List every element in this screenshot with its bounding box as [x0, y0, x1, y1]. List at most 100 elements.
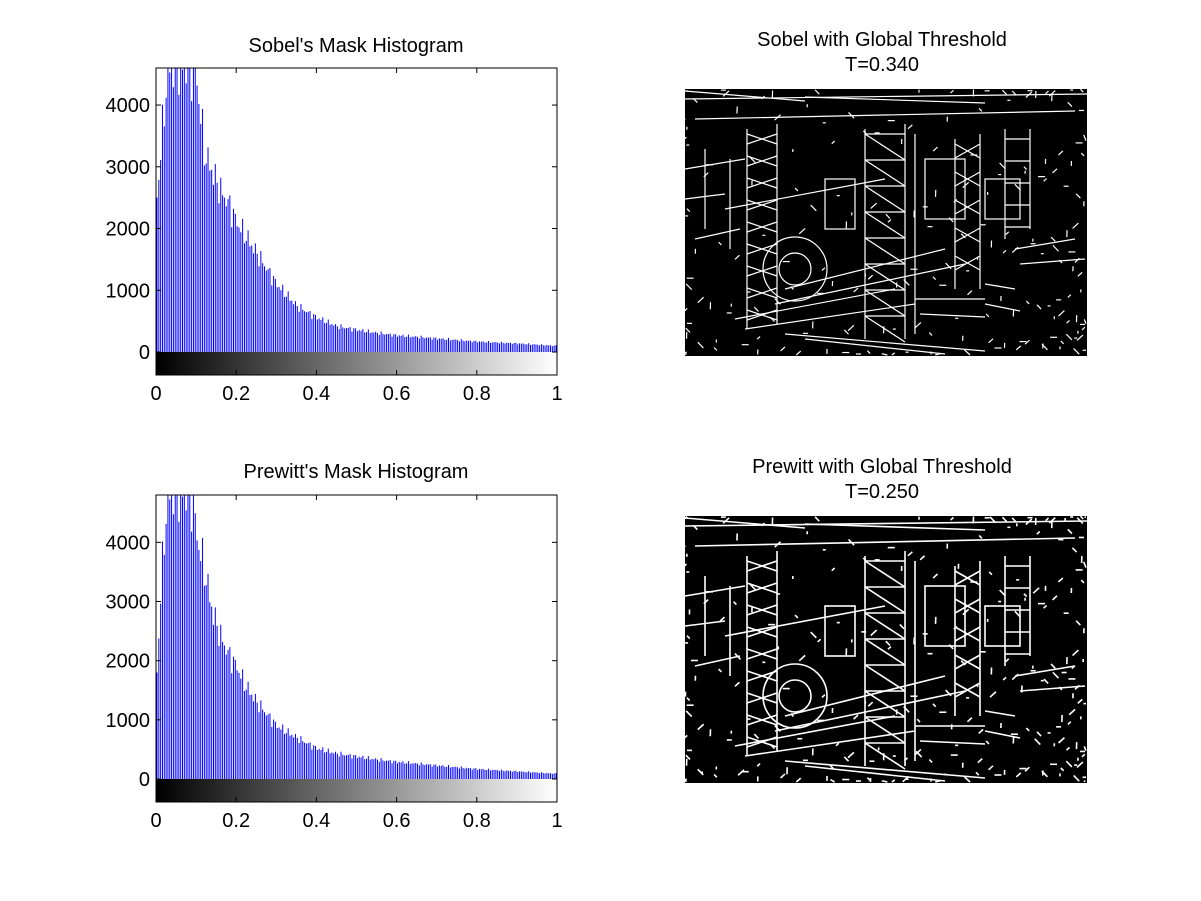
edge-line [774, 541, 782, 548]
edge-line [719, 616, 726, 622]
edge-line [1014, 238, 1076, 250]
edge-line [686, 635, 691, 640]
edge-line [703, 599, 709, 605]
edge-line [1048, 90, 1056, 97]
edge-line [1015, 345, 1022, 351]
edge-line [1025, 727, 1030, 732]
edge-line [733, 601, 737, 606]
edge-line [975, 771, 980, 776]
sobel-histogram-panel: Sobel's Mask Histogram 0 1000 2000 3000 4000… [106, 35, 563, 405]
edge-line [1019, 258, 1086, 265]
edge-line [814, 89, 820, 95]
edge-line [746, 582, 778, 594]
x-tick-label: 0.4 [302, 810, 330, 832]
axes-box [155, 494, 558, 803]
edge-line [885, 213, 891, 219]
edge-line [1067, 101, 1073, 108]
edge-line [746, 155, 778, 167]
edge-line [1036, 731, 1042, 737]
edge-line [1011, 246, 1019, 253]
edge-line [722, 517, 730, 524]
y-tick-label: 4000 [106, 95, 151, 117]
edge-line [988, 765, 994, 771]
edge-line [870, 202, 878, 209]
edge-line [864, 690, 906, 718]
edge-line [784, 675, 946, 717]
edge-line [1080, 579, 1085, 584]
edge-line [864, 133, 906, 161]
edge-line [1025, 300, 1030, 305]
edge-line [804, 765, 946, 782]
edge-line [935, 352, 942, 356]
edge-line [795, 777, 802, 783]
edge-line [870, 629, 878, 637]
edge-line [1034, 738, 1041, 746]
edge-line [685, 327, 691, 333]
edge-line [810, 204, 817, 212]
edge-line [1023, 166, 1028, 171]
edge-line [864, 716, 906, 744]
edge-line [967, 290, 973, 296]
edge-line [756, 336, 761, 340]
x-tick-label: 0.2 [222, 383, 250, 405]
edge-line [1045, 517, 1050, 522]
edge-line [1050, 236, 1056, 242]
edge-line [1014, 665, 1076, 677]
edge-line [1081, 326, 1086, 331]
edge-line [746, 243, 778, 255]
edge-line [954, 626, 981, 642]
edge-line [977, 758, 983, 764]
edge-line [978, 534, 983, 539]
edge-line [1066, 746, 1071, 751]
edge-line [821, 694, 826, 699]
edge-line [692, 97, 698, 104]
edge-line [737, 769, 745, 776]
edge-line [1005, 231, 1010, 235]
prewitt-threshold-panel: Prewitt with Global Threshold T=0.250 [680, 456, 1088, 783]
edge-line [1052, 168, 1058, 174]
edge-line [914, 321, 922, 329]
edge-line [1043, 178, 1047, 182]
edge-line [1080, 88, 1084, 93]
edge-line [1066, 320, 1070, 324]
edge-line [954, 143, 981, 159]
edge-line [761, 95, 765, 100]
y-tick-label: 2000 [106, 651, 151, 673]
edge-line [864, 612, 906, 640]
edge-line [1071, 665, 1076, 670]
edge-line [899, 623, 905, 630]
edge-line [954, 682, 981, 698]
edge-line [928, 758, 933, 763]
sobel-threshold-panel: Sobel with Global Threshold T=0.340 [680, 29, 1088, 356]
edge-line [950, 89, 954, 94]
edge-line [915, 750, 923, 758]
edge-line [686, 697, 691, 702]
prewitt-histogram-panel: Prewitt's Mask Histogram 0 1000 2000 3000 40… [106, 461, 563, 832]
edge-line [862, 557, 867, 562]
x-tick-label: 1 [551, 383, 562, 405]
edge-line [804, 338, 946, 355]
edge-line [1052, 595, 1058, 601]
edge-line [862, 130, 867, 135]
edge-line [1079, 515, 1084, 520]
edge-line [821, 267, 826, 271]
edge-line [1023, 593, 1028, 598]
edge-line [988, 338, 994, 344]
edge-line [734, 288, 896, 320]
edge-line [784, 760, 986, 779]
edge-circle [778, 679, 812, 713]
y-tick-label: 0 [139, 769, 150, 791]
edge-line [1032, 587, 1040, 594]
sobel-histogram-title: Sobel's Mask Histogram [249, 35, 464, 57]
edge-line [847, 324, 855, 332]
edge-line [1014, 610, 1021, 618]
edge-rect [824, 178, 856, 230]
edge-line [887, 219, 892, 223]
edge-line [1065, 760, 1073, 768]
edge-line [686, 208, 691, 212]
edge-line [954, 171, 981, 187]
edge-line [948, 217, 954, 223]
edge-line [847, 538, 855, 546]
edge-line [954, 598, 981, 614]
edge-line [988, 571, 993, 576]
